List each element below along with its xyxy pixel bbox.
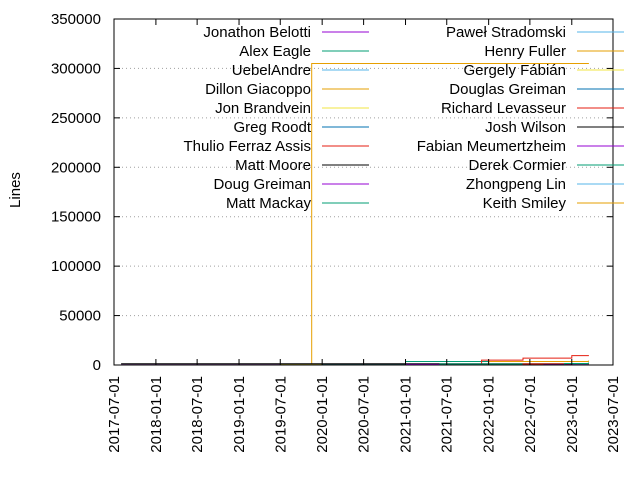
- x-tick-label: 2020-07-01: [356, 376, 373, 453]
- legend-entry-label: Henry Fuller: [484, 43, 566, 60]
- x-tick-label: 2018-07-01: [189, 376, 206, 453]
- legend-entry-label: Jonathon Belotti: [203, 24, 311, 41]
- x-tick-label: 2023-01-01: [564, 376, 581, 453]
- y-tick-label: 200000: [51, 159, 101, 176]
- legend-entry-label: Paweł Stradomski: [446, 24, 566, 41]
- y-tick-label: 350000: [51, 11, 101, 28]
- legend-entry-label: Keith Smiley: [483, 195, 567, 212]
- legend-entry-label: Doug Greiman: [213, 176, 311, 193]
- legend-entry-label: Greg Roodt: [233, 119, 311, 136]
- x-tick-label: 2021-01-01: [398, 376, 415, 453]
- y-tick-label: 50000: [59, 308, 101, 325]
- x-tick-label: 2019-07-01: [272, 376, 289, 453]
- x-tick-label: 2019-01-01: [231, 376, 248, 453]
- x-tick-label: 2023-07-01: [605, 376, 622, 453]
- x-tick-label: 2017-07-01: [106, 376, 123, 453]
- y-tick-label: 300000: [51, 60, 101, 77]
- y-tick-label: 100000: [51, 258, 101, 275]
- legend-entry-label: Richard Levasseur: [441, 100, 566, 117]
- x-axis-ticks: 2017-07-01 2018-01-01 2018-07-01 2019-01-01…: [106, 19, 622, 453]
- legend-entry-label: Fabian Meumertzheim: [417, 138, 566, 155]
- legend-entry-label: Matt Mackay: [226, 195, 312, 212]
- legend-entry-label: Josh Wilson: [485, 119, 566, 136]
- legend-entry-label: Dillon Giacoppo: [205, 81, 311, 98]
- x-tick-label: 2020-01-01: [314, 376, 331, 453]
- legend: Jonathon Belotti Alex Eagle UebelAndre Dill…: [183, 24, 624, 212]
- legend-entry-label: Zhongpeng Lin: [466, 176, 566, 193]
- x-tick-label: 2018-01-01: [148, 376, 165, 453]
- y-tick-label: 150000: [51, 209, 101, 226]
- legend-entry-label: Derek Cormier: [468, 157, 566, 174]
- legend-entry-label: Douglas Greiman: [449, 81, 566, 98]
- legend-entry-label: Jon Brandvein: [215, 100, 311, 117]
- y-axis-ticks: 0 50000 100000 150000 200000 250000 300000 3500…: [51, 11, 613, 374]
- legend-entry-label: Thulio Ferraz Assis: [183, 138, 311, 155]
- legend-entry-label: Alex Eagle: [239, 43, 311, 60]
- x-tick-label: 2021-07-01: [439, 376, 456, 453]
- legend-entry-label: UebelAndre: [232, 62, 311, 79]
- legend-entry-label: Matt Moore: [235, 157, 311, 174]
- y-tick-label: 250000: [51, 110, 101, 127]
- x-tick-label: 2022-01-01: [481, 376, 498, 453]
- x-tick-label: 2022-07-01: [522, 376, 539, 453]
- y-axis-label: Lines: [7, 172, 24, 208]
- y-tick-label: 0: [93, 357, 101, 374]
- legend-entry-label: Gergely Fábián: [463, 62, 566, 79]
